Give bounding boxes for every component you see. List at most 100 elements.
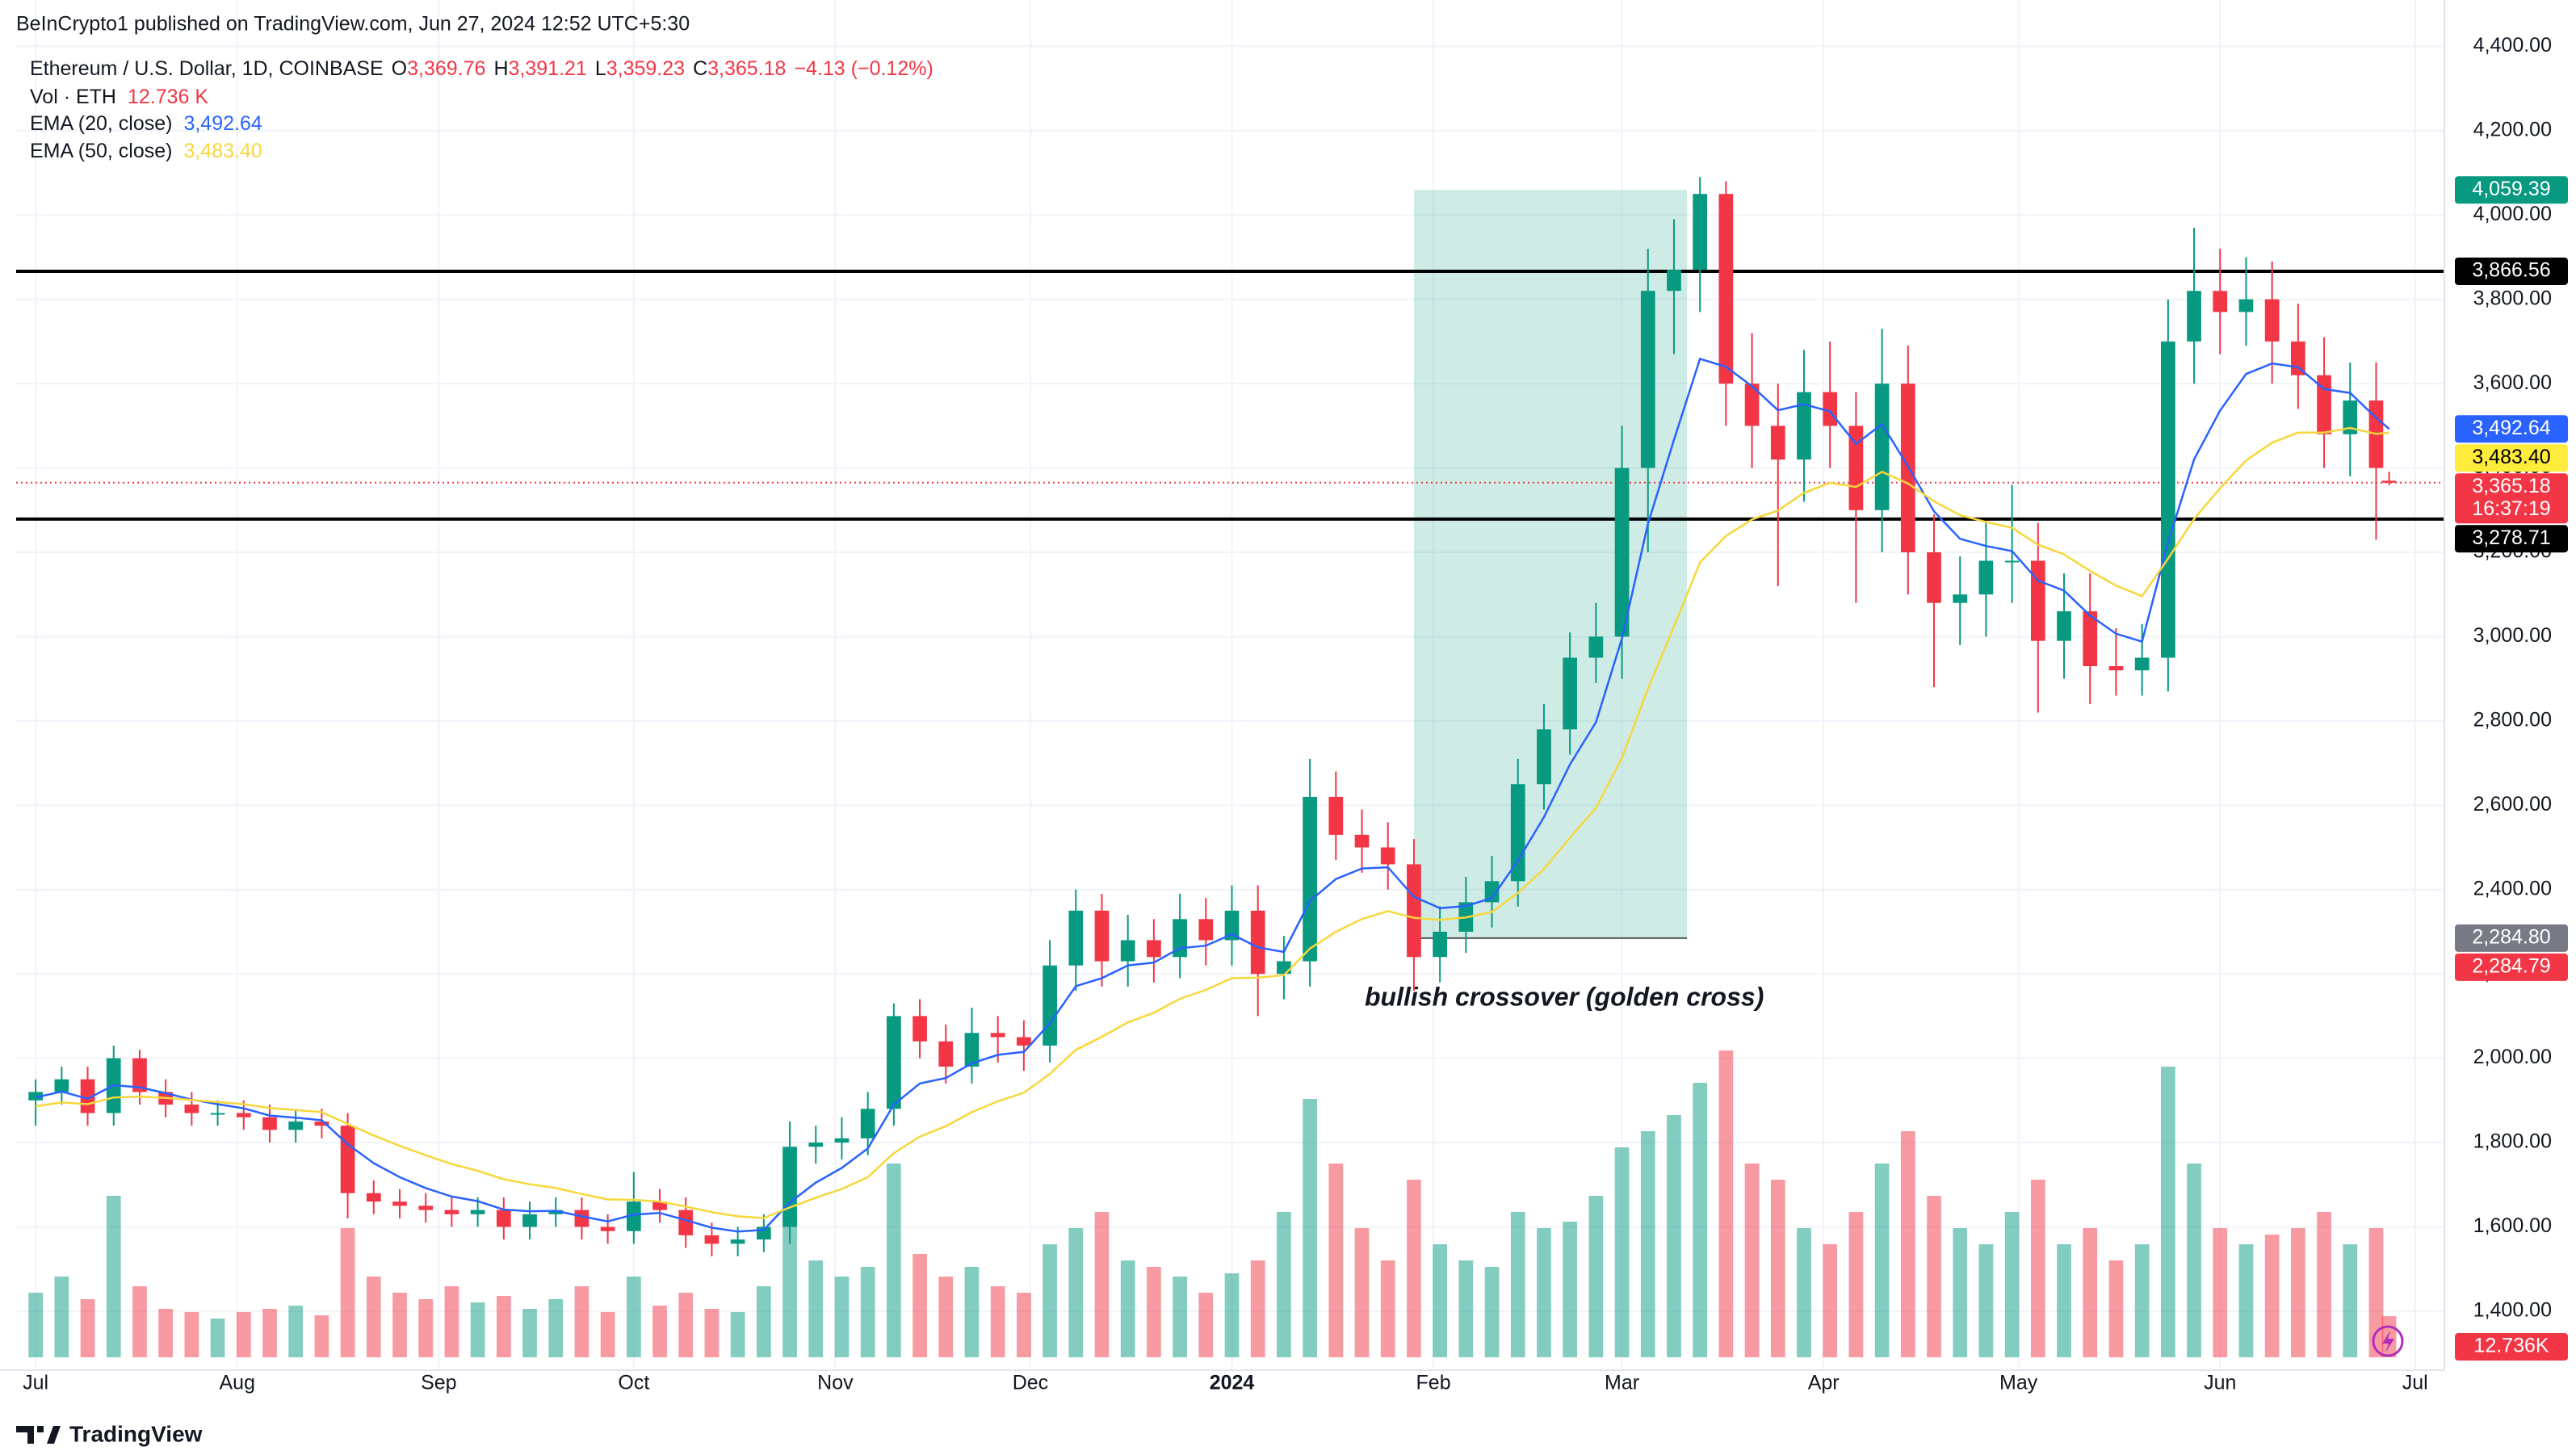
volume-bar [1614, 1147, 1630, 1357]
candle-body [210, 1113, 225, 1115]
volume-bar [1407, 1180, 1421, 1357]
price-label-bg [2455, 473, 2568, 524]
legend-ohlc-key: O [392, 57, 407, 80]
candle-body [28, 1092, 44, 1101]
volume-bar [704, 1309, 720, 1357]
candle-body [1693, 194, 1708, 270]
volume-bar [1224, 1273, 1240, 1357]
price-label: 3,866.56 [2472, 259, 2550, 282]
volume-bar [1484, 1267, 1500, 1357]
candle-body [1407, 864, 1421, 958]
volume-bar [2030, 1180, 2045, 1357]
volume-layer [28, 1050, 2397, 1357]
annotation: bullish crossover (golden cross) [1365, 982, 1764, 1011]
volume-bar [1797, 1228, 1811, 1357]
price-label-bg [2455, 953, 2568, 981]
candle-body [626, 1201, 641, 1231]
candle-body [470, 1210, 485, 1214]
candle-body [1068, 910, 1084, 966]
candle-body [2004, 560, 2020, 563]
candle-body [678, 1210, 694, 1235]
candle-body [522, 1214, 537, 1227]
volume-bar [444, 1286, 459, 1357]
volume-bar [2057, 1244, 2071, 1357]
volume-bar [2083, 1228, 2098, 1357]
volume-bar [210, 1319, 225, 1357]
volume-label-bg [2455, 1333, 2568, 1361]
price-label: 3,483.40 [2472, 446, 2550, 468]
candle-body [782, 1147, 797, 1227]
volume-bar [678, 1293, 694, 1357]
volume-bar [2317, 1212, 2331, 1357]
volume-bar [652, 1306, 667, 1357]
published-note: BeInCrypto1 published on TradingView.com… [16, 13, 690, 36]
ema-line [36, 426, 2389, 1219]
volume-bar [2004, 1212, 2020, 1357]
volume-bar [860, 1267, 875, 1357]
candle-body [392, 1201, 407, 1206]
volume-bar [236, 1312, 251, 1357]
volume-bar [2160, 1067, 2175, 1357]
price-label-bg [2455, 415, 2568, 443]
volume-bar [158, 1309, 174, 1357]
candle-body [288, 1121, 304, 1130]
candle-body [1017, 1037, 1031, 1046]
legend-ohlc-value: 3,365.18 [707, 57, 786, 80]
candle-body [600, 1226, 615, 1231]
volume-bar [1510, 1212, 1525, 1357]
volume-bar [1770, 1180, 1785, 1357]
candle-body [314, 1121, 329, 1126]
y-tick-label: 4,000.00 [2473, 203, 2552, 225]
volume-bar [1667, 1115, 1681, 1357]
candle-body [1537, 729, 1551, 785]
price-label: 2,284.79 [2472, 955, 2550, 978]
volume-bar [1900, 1131, 1915, 1357]
icon-circle [2372, 1325, 2404, 1357]
lightning-icon [2372, 1325, 2404, 1357]
volume-bar [184, 1312, 199, 1357]
grid [16, 0, 2444, 1370]
candle-body [1303, 796, 1317, 962]
volume-bar [1250, 1260, 1265, 1357]
candle-body [2264, 299, 2280, 342]
y-tick-label: 3,800.00 [2473, 287, 2552, 309]
volume-bar [28, 1293, 44, 1357]
y-tick-label: 1,600.00 [2473, 1214, 2552, 1237]
legend-series-name: EMA (50, close) [30, 140, 172, 162]
legend-ema50: EMA (50, close) 3,483.40 [30, 140, 262, 162]
candle-body [444, 1210, 459, 1214]
candle-body [1120, 940, 1135, 962]
volume-bar [2134, 1244, 2150, 1357]
candle-body [1848, 426, 1864, 510]
legend-ohlc-value: 3,369.76 [407, 57, 485, 80]
volume-bar [626, 1277, 641, 1357]
candle-body [990, 1033, 1005, 1038]
volume-bar [964, 1267, 980, 1357]
volume-bar [1043, 1244, 1057, 1357]
candle-body [1614, 468, 1630, 637]
volume-bar [2238, 1244, 2254, 1357]
volume-bar [1328, 1164, 1344, 1357]
volume-bar [1693, 1083, 1708, 1357]
volume-bar [2108, 1260, 2124, 1357]
candle-body [2083, 611, 2098, 667]
legend: Ethereum / U.S. Dollar, 1D, COINBASE O3,3… [30, 57, 933, 162]
candle-body [1978, 560, 1994, 595]
volume-bar [730, 1312, 745, 1357]
volume-bar [938, 1277, 954, 1357]
candle-body [2030, 560, 2045, 641]
candle-body [1510, 784, 1525, 882]
candle-body [1744, 384, 1760, 426]
candle-body [184, 1105, 199, 1113]
volume-bar [1354, 1228, 1370, 1357]
volume-bar [1277, 1212, 1291, 1357]
candle-body [236, 1113, 251, 1117]
candle-body [808, 1143, 824, 1147]
plot-layer [28, 177, 2397, 1257]
x-tick-label: Apr [1808, 1372, 1840, 1394]
legend-series-value: 3,492.64 [183, 112, 262, 135]
candle-body [834, 1138, 850, 1143]
volume-bar [80, 1299, 95, 1357]
price-label: 3,492.64 [2472, 417, 2550, 439]
